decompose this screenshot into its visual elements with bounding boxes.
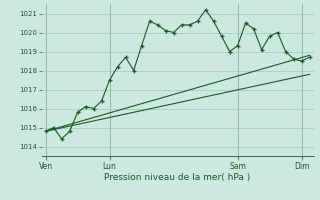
- X-axis label: Pression niveau de la mer( hPa ): Pression niveau de la mer( hPa ): [104, 173, 251, 182]
